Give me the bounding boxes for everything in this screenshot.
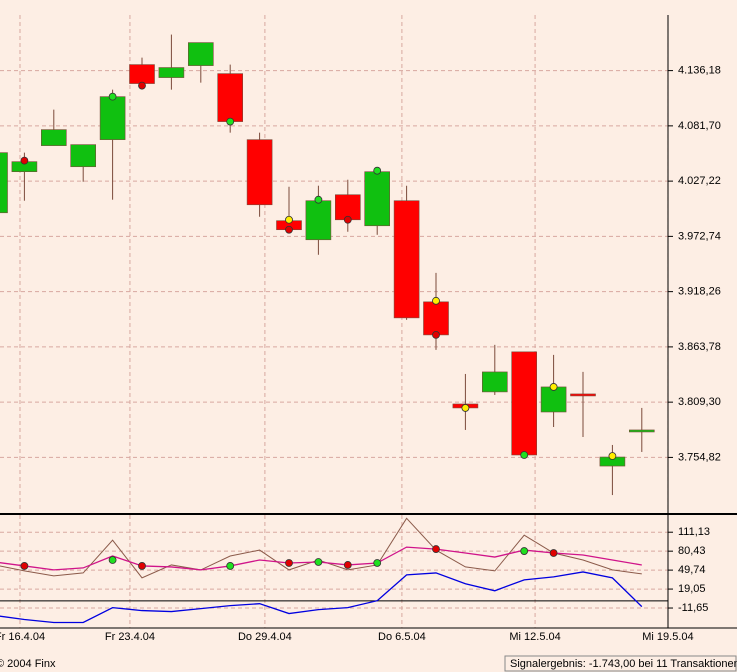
x-tick-label: Do 6.5.04 — [378, 631, 426, 643]
result-box — [504, 655, 737, 672]
candle-body — [217, 73, 243, 122]
x-tick-label: Fr 16.4.04 — [0, 631, 45, 643]
candle-body — [0, 152, 8, 214]
y-tick-label: 3.863,78 — [678, 341, 721, 353]
signal-dot — [520, 547, 529, 555]
axes: Fr 16.4.04 Fr 23.4.04 Do 29.4.04 Do 6.5.04 M… — [0, 65, 721, 643]
candle-body — [70, 144, 96, 168]
candle-body — [99, 96, 126, 140]
candle-body — [40, 129, 67, 146]
signal-dot — [343, 561, 352, 569]
y-tick-label: 80,43 — [678, 545, 706, 557]
signal-dot — [461, 404, 470, 412]
signal-dot — [373, 559, 382, 567]
signal-dot — [226, 562, 235, 570]
y-tick-label: 3.972,74 — [678, 230, 721, 242]
signal-dot — [138, 81, 146, 90]
signal-dot — [608, 452, 617, 460]
candle-body — [364, 171, 391, 227]
signal-dot — [108, 92, 117, 101]
indicator-line — [0, 571, 643, 624]
signal-dot — [314, 195, 323, 204]
candle-body — [423, 301, 449, 336]
signal-dot — [226, 117, 235, 126]
candle-body — [305, 200, 332, 241]
candle-body — [393, 200, 420, 319]
y-tick-label: 3.918,26 — [678, 286, 721, 298]
signal-dot — [549, 383, 558, 391]
indicator-panel — [0, 515, 668, 628]
candle-body — [570, 393, 596, 397]
candle-body — [540, 386, 567, 413]
candle-body — [188, 42, 214, 66]
candle-body — [129, 64, 155, 84]
signal-dot — [285, 215, 293, 224]
y-tick-label: 4.027,22 — [678, 175, 721, 187]
signal-dot — [343, 215, 352, 224]
candle-body — [628, 429, 655, 433]
signal-dot — [314, 558, 323, 566]
result-text: Signalergebnis: -1.743,00 bei 11 Transak… — [510, 658, 737, 670]
signal-dot — [138, 562, 146, 570]
y-tick-label: 111,13 — [678, 526, 710, 538]
signal-dot — [285, 559, 293, 567]
candle-body — [246, 139, 273, 206]
signal-dot — [373, 166, 382, 175]
signal-dot — [549, 549, 558, 557]
signal-dot — [432, 545, 440, 553]
candle-body — [158, 67, 185, 78]
y-tick-label: 4.136,18 — [678, 65, 721, 77]
signal-dot — [432, 331, 440, 339]
price-panel — [0, 15, 668, 512]
signal-dot — [20, 562, 29, 570]
candle-body — [334, 194, 361, 221]
x-tick-label: Fr 23.4.04 — [105, 631, 155, 643]
y-tick-label: 4.081,70 — [678, 120, 721, 132]
x-tick-label: Do 29.4.04 — [238, 631, 292, 643]
y-tick-label: -11,65 — [678, 602, 708, 614]
copyright: © 2004 Finx — [0, 658, 56, 670]
y-tick-label: 3.809,30 — [678, 396, 721, 408]
signal-dot — [285, 225, 293, 234]
signal-dot — [520, 451, 529, 459]
candle-body — [481, 371, 508, 393]
y-tick-label: 19,05 — [678, 583, 706, 595]
candle-body — [511, 351, 538, 456]
x-tick-label: Mi 12.5.04 — [509, 631, 560, 643]
x-tick-label: Mi 19.5.04 — [642, 631, 693, 643]
signal-dot — [432, 296, 440, 305]
signal-dot — [108, 556, 117, 564]
y-tick-label: 49,74 — [678, 564, 706, 576]
y-tick-label: 3.754,82 — [678, 451, 721, 463]
signal-dot — [20, 156, 29, 165]
